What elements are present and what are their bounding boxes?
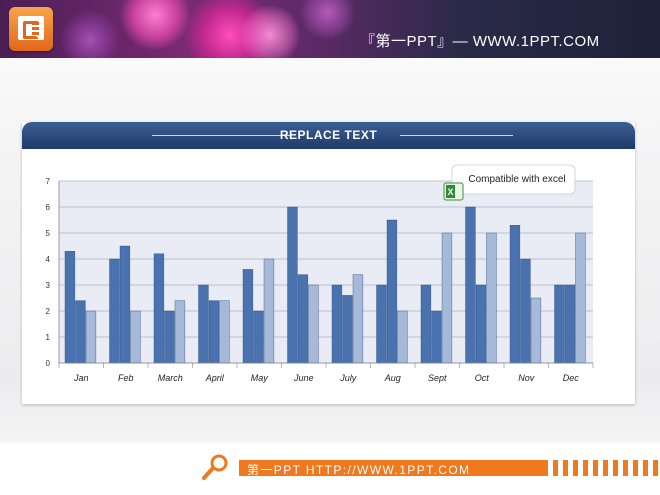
y-tick-label: 4 (46, 255, 51, 264)
excel-icon-letter: X (447, 187, 453, 197)
bokeh-decoration (60, 10, 120, 58)
x-tick-label: March (158, 373, 183, 383)
x-tick-label: June (293, 373, 314, 383)
callout-box (451, 164, 576, 195)
bar (263, 258, 275, 364)
bar (242, 269, 254, 364)
y-tick-label: 1 (46, 333, 51, 342)
x-tick-label: Dec (563, 373, 580, 383)
footer-text: 第一PPT HTTP://WWW.1PPT.COM (247, 463, 471, 477)
footer-stripes (553, 460, 660, 476)
bar (164, 310, 175, 364)
bar (554, 284, 565, 364)
y-tick-label: 3 (46, 281, 51, 290)
bar (465, 206, 476, 364)
bar (119, 245, 131, 364)
x-tick-label: May (251, 373, 269, 383)
panel-header: REPLACE TEXT (22, 122, 635, 149)
excel-icon-badge (446, 185, 455, 198)
bar (475, 284, 487, 364)
bar (109, 258, 120, 364)
bar (520, 258, 531, 364)
pin-icon (202, 454, 228, 480)
bar (208, 300, 220, 364)
bar (198, 284, 209, 364)
x-tick-label: Aug (384, 373, 401, 383)
title-rule-right (400, 135, 513, 136)
header-title: 『第一PPT』— WWW.1PPT.COM (360, 33, 600, 50)
bar (441, 232, 453, 364)
bar (486, 232, 497, 364)
bar (287, 206, 298, 364)
bar (253, 310, 264, 364)
bar (530, 297, 542, 364)
x-tick-label: Nov (518, 373, 535, 383)
bar (352, 274, 364, 364)
bar (431, 310, 442, 364)
header-banner: 『第一PPT』— WWW.1PPT.COM (0, 0, 660, 58)
bar (376, 284, 387, 364)
bar (509, 224, 521, 364)
bar (75, 300, 86, 364)
bar (564, 284, 576, 364)
bar (174, 300, 186, 364)
footer-bar (239, 460, 548, 476)
title-rule-left (152, 135, 290, 136)
bar (308, 284, 319, 364)
bar (331, 284, 343, 364)
bar (130, 310, 141, 364)
callout-text: Compatible with excel (468, 174, 565, 185)
bar (342, 295, 353, 364)
bar (420, 284, 432, 364)
y-tick-label: 7 (46, 177, 51, 186)
x-tick-label: Oct (475, 373, 490, 383)
bokeh-decoration (240, 5, 300, 58)
bar (575, 232, 586, 364)
plot-area (59, 181, 593, 363)
bar (219, 300, 230, 364)
bar (64, 250, 76, 364)
y-tick-label: 6 (46, 203, 51, 212)
y-tick-label: 2 (46, 307, 51, 316)
x-tick-label: Feb (118, 373, 134, 383)
presentation-logo-icon (9, 7, 53, 51)
bar (297, 274, 309, 364)
panel-title: REPLACE TEXT (279, 128, 378, 142)
x-tick-label: July (339, 373, 357, 383)
x-tick-label: April (205, 373, 225, 383)
bar (85, 310, 97, 364)
bar (386, 219, 398, 364)
bar (153, 253, 165, 364)
y-tick-label: 0 (46, 359, 51, 368)
x-tick-label: Jan (73, 373, 89, 383)
y-tick-label: 5 (46, 229, 51, 238)
x-tick-label: Sept (428, 373, 447, 383)
bar (397, 310, 408, 364)
